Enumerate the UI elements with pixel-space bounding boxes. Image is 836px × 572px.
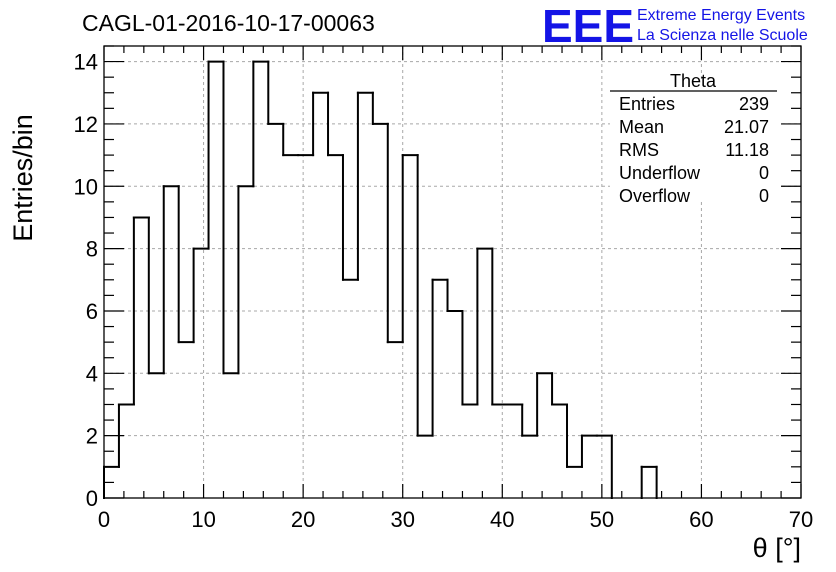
- stats-row-value: 0: [759, 163, 769, 183]
- stats-row-value: 239: [739, 94, 769, 114]
- x-tick-label: 50: [590, 507, 614, 532]
- chart-title: CAGL-01-2016-10-17-00063: [82, 10, 375, 36]
- y-tick-label: 4: [86, 361, 98, 386]
- stats-box-title: Theta: [670, 71, 717, 91]
- stats-row-label: Overflow: [619, 186, 691, 206]
- stats-row-value: 11.18: [725, 140, 769, 160]
- stats-row-label: Entries: [619, 94, 675, 114]
- x-tick-label: 0: [98, 507, 110, 532]
- stats-row-label: Underflow: [619, 163, 701, 183]
- plot-frame: [103, 45, 802, 499]
- stats-row-value: 0: [759, 186, 769, 206]
- x-tick-label: 70: [789, 507, 813, 532]
- x-tick-label: 20: [291, 507, 315, 532]
- stats-box: Theta Entries 239 Mean 21.07 RMS 11.18 Underfl…: [610, 71, 779, 206]
- logo-line-2: La Scienza nelle Scuole: [637, 27, 808, 44]
- x-tick-label: 10: [191, 507, 215, 532]
- y-tick-label: 2: [86, 424, 98, 449]
- eee-logo: EEE Extreme Energy Events La Scienza nel…: [542, 0, 808, 52]
- y-tick-label: 6: [86, 299, 98, 324]
- y-axis-title: Entries/bin: [8, 114, 38, 242]
- stats-box-background: [610, 80, 779, 201]
- tick-labels: 0 10 20 30 40 50 60 70 0 2 4 6 8 10 12 14: [74, 50, 814, 532]
- stats-rows: Entries 239 Mean 21.07 RMS 11.18 Underflow 0 Ove…: [619, 94, 769, 206]
- stats-row-value: 21.07: [724, 117, 769, 137]
- stats-row-label: RMS: [619, 140, 659, 160]
- y-tick-label: 0: [86, 486, 98, 511]
- y-tick-label: 14: [74, 50, 98, 75]
- histogram-bins: [103, 60, 658, 499]
- x-tick-label: 60: [689, 507, 713, 532]
- y-tick-label: 8: [86, 237, 98, 262]
- x-tick-label: 40: [490, 507, 514, 532]
- y-tick-label: 10: [74, 174, 98, 199]
- stats-row-label: Mean: [619, 117, 664, 137]
- logo-line-1: Extreme Energy Events: [637, 7, 805, 24]
- y-tick-label: 12: [74, 112, 98, 137]
- logo-letters: EEE: [542, 0, 634, 52]
- x-axis-title: θ [°]: [753, 533, 801, 563]
- x-tick-label: 30: [390, 507, 414, 532]
